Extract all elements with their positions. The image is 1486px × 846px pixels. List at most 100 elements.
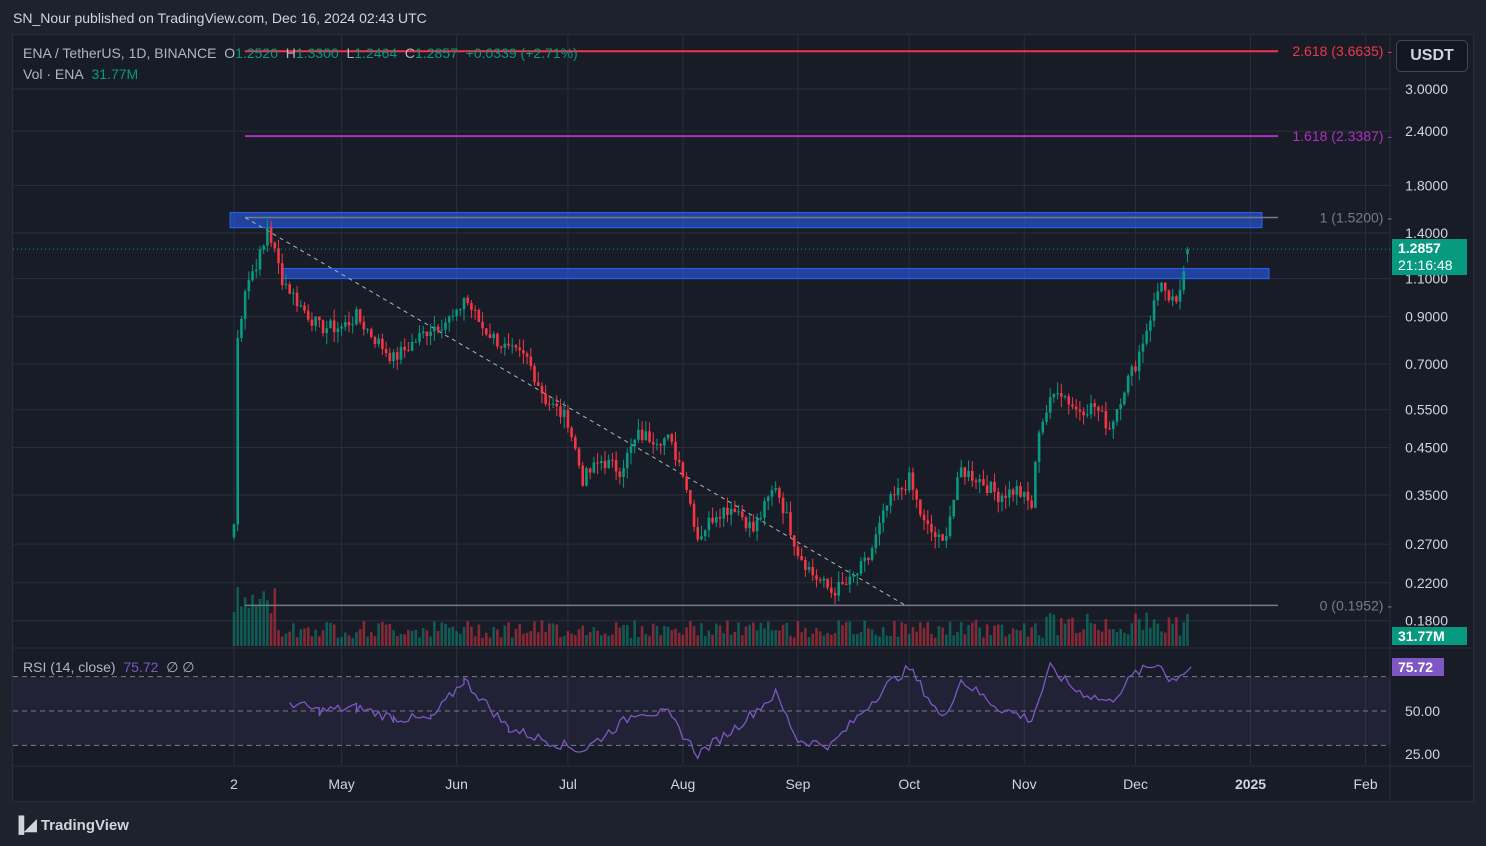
candle-body [358,309,362,322]
volume-bar [759,622,763,646]
volume-bar [677,632,681,646]
volume-bar [729,634,733,646]
volume-bar [978,627,982,646]
candle-body [403,346,406,351]
volume-bar [1052,614,1056,646]
candle-body [859,561,863,574]
tradingview-logo[interactable]: ▐◢ TradingView [13,815,129,835]
candle-body [852,575,855,577]
volume-bar [1067,618,1071,646]
volume-bar [1030,627,1033,646]
candle-body [466,297,470,303]
volume-bar [655,625,659,646]
volume-bar [381,621,384,646]
candle-body [826,578,829,588]
fib-label: 0 (0.1952) - [1320,597,1393,613]
candle-body [982,479,985,486]
candle-body [1026,491,1030,501]
volume-bar [518,624,521,646]
candle-body [815,575,818,580]
volume-bar [280,636,284,646]
rsi-tick: 50.00 [1405,703,1440,719]
volume-bar [726,620,729,646]
candle-body [692,503,696,527]
candle-body [715,517,718,523]
volume-bar [262,591,265,646]
volume-bar [948,621,952,646]
volume-bar [429,636,432,646]
volume-bar [236,587,240,646]
volume-bar [904,623,907,646]
volume-bar [629,637,633,646]
candle-body [1052,394,1056,398]
volume-bar [1034,623,1037,646]
volume-bar [715,623,718,646]
candle-body [477,309,481,322]
volume-bar [440,622,444,646]
candle-body [1056,393,1059,395]
volume-bar [536,632,540,646]
candle-body [562,409,566,417]
candle-body [377,338,380,345]
candle-body [1022,491,1026,497]
volume-bar [1048,613,1052,646]
volume-bar [585,635,588,646]
candle-body [559,406,562,417]
price-tick: 0.1800 [1405,613,1448,629]
symbol-label[interactable]: ENA / TetherUS, 1D, BINANCE [23,45,217,61]
candle-body [985,485,989,493]
candle-body [1182,270,1186,290]
volume-bar [848,621,852,646]
volume-bar [603,633,607,646]
candle-body [804,559,807,570]
candle-body [666,434,670,439]
candle-body [930,523,933,533]
rsi-tick: 25.00 [1405,746,1440,762]
candle-body [663,438,666,446]
chart-frame[interactable] [12,34,1474,802]
volume-bar [243,597,247,646]
candle-body [685,476,688,491]
volume-bar [588,632,592,646]
volume-bar [644,634,648,646]
close-label: C [404,45,416,61]
volume-bar [711,634,714,646]
candle-body [911,472,915,490]
volume-bar [804,628,807,646]
candle-body [347,322,351,326]
volume-bar [919,622,922,646]
candle-body [763,501,766,518]
candle-body [522,350,525,354]
currency-button[interactable]: USDT [1396,40,1468,72]
low-label: L [346,45,355,61]
time-tick: 2025 [1235,776,1266,792]
rsi-label[interactable]: RSI (14, close) [23,659,116,675]
candle-body [937,534,941,537]
volume-bar [974,620,978,646]
volume-bar [288,631,291,646]
volume-label[interactable]: Vol · ENA [23,66,84,82]
volume-bar [985,624,989,646]
volume-bar [778,630,781,646]
volume-bar [292,623,295,646]
candle-body [907,472,911,491]
volume-bar [841,625,844,646]
volume-bar [470,626,473,646]
volume-bar [306,627,310,646]
candle-body [718,517,722,519]
volume-bar [462,626,466,646]
volume-bar [663,625,666,646]
volume-bar [881,627,885,646]
candle-body [822,578,826,581]
candle-body [611,459,614,461]
volume-bar [384,624,388,646]
volume-bar [336,637,340,646]
volume-bar [355,632,358,646]
candle-body [247,280,251,292]
volume-bar [852,633,855,646]
volume-bar [659,635,662,646]
volume-bar [614,622,618,646]
volume-bar [395,636,399,646]
volume-bar [681,634,685,646]
